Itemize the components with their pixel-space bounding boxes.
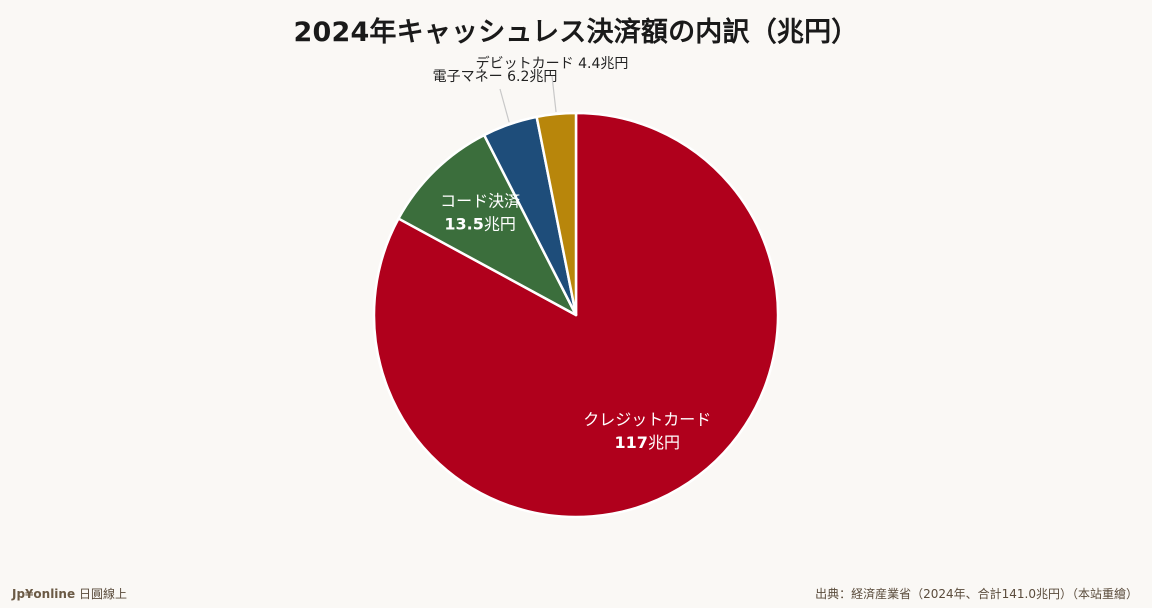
footer-brand: Jp¥online 日圓線上	[12, 585, 127, 602]
brand-suffix: 日圓線上	[78, 587, 127, 601]
slice-label-3: 電子マネー 6.2兆円	[433, 69, 558, 85]
leader-line-3	[499, 88, 510, 123]
slice-value-1: 117兆円	[615, 433, 680, 452]
pie-slice-4	[535, 111, 578, 317]
slice-label-1: クレジットカード	[583, 410, 711, 429]
slice-value-2: 13.5兆円	[444, 215, 515, 234]
slice-label-4: デビットカード 4.4兆円	[476, 55, 629, 72]
brand-name: Jp¥online	[12, 587, 76, 601]
leader-line-4	[551, 75, 557, 113]
pie-slice-2	[397, 133, 578, 317]
slice-label-2: コード決済	[440, 192, 520, 211]
footer-source: 出典：経済産業省（2024年、合計141.0兆円）（本站重繪）	[815, 587, 1138, 601]
chart-title: 2024年キャッシュレス決済額の内訳（兆円）	[293, 17, 859, 48]
